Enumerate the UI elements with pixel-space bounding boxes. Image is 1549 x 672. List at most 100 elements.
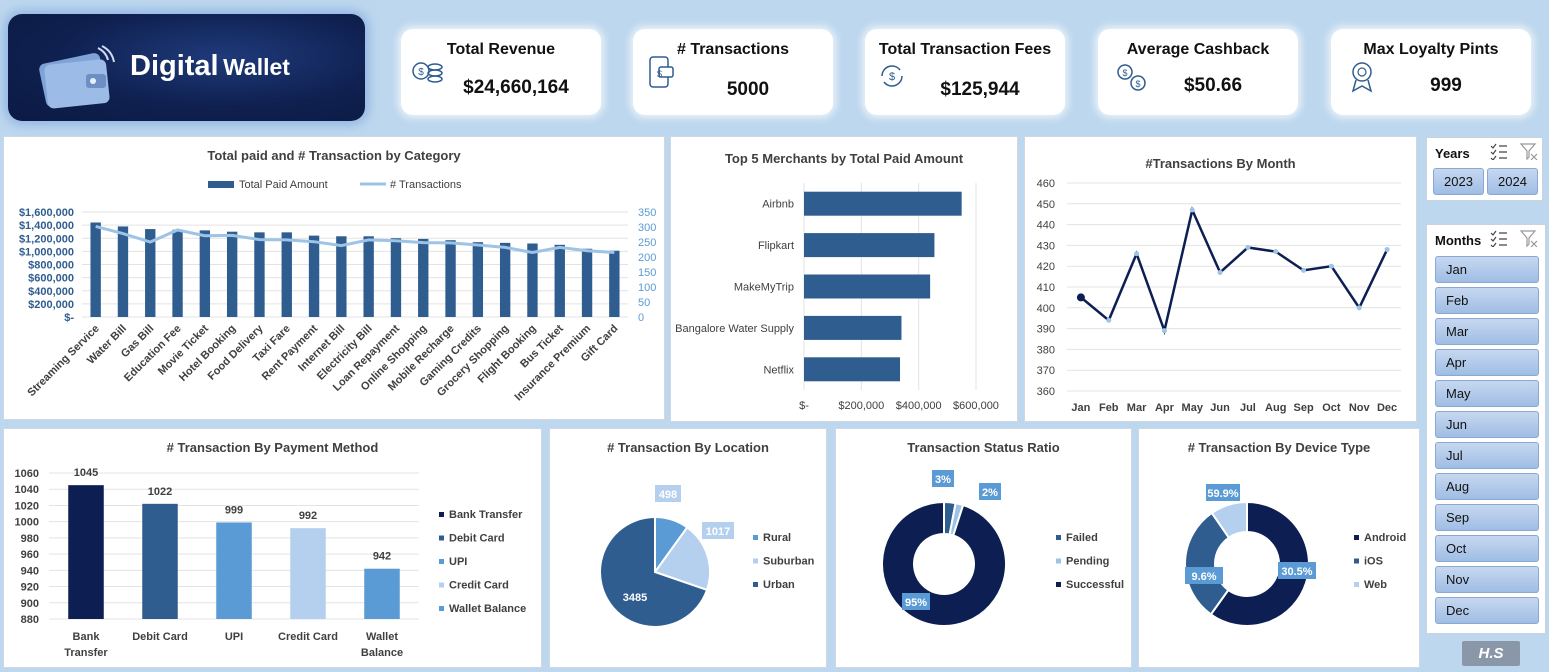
y-tick-label: $400,000 [28,286,74,298]
dashboard-title-card: Digital Wallet [8,14,365,121]
slicer-month-nov[interactable]: Nov [1435,566,1539,593]
legend-label: # Transactions [390,179,462,191]
slicer-year-2023[interactable]: 2023 [1433,168,1484,195]
x-tick-label: Mar [1127,402,1147,414]
category-label: MakeMyTrip [734,282,794,294]
x-tick-label: Oct [1322,402,1341,414]
legend-label: Rural [763,532,791,544]
kpi-value: $125,944 [940,79,1020,100]
y-tick-label: 920 [21,582,39,594]
y-tick-label: $1,600,000 [19,207,74,219]
chart-title: # Transaction By Location [607,440,769,455]
panel-by-month: #Transactions By Month 360 370 380 390 400 41… [1024,136,1417,422]
slicer-month-aug[interactable]: Aug [1435,473,1539,500]
panel-category: Total paid and # Transaction by Category… [3,136,665,420]
bar [499,242,511,317]
x-tick-label: Wallet [366,631,398,643]
bar [804,191,962,216]
bar [609,250,620,317]
slicer-month-apr[interactable]: Apr [1435,349,1539,376]
slicer-year-2024[interactable]: 2024 [1487,168,1538,195]
slicer-month-may[interactable]: May [1435,380,1539,407]
data-label-box [619,588,651,605]
bar [199,230,211,317]
x-tick-label: Feb [1099,402,1119,414]
svg-text:$: $ [1135,79,1140,89]
legend-label: Successful [1066,579,1124,591]
category-label: Bangalore Water Supply [675,323,794,335]
y-tick-label: 980 [21,533,39,545]
legend-swatch [439,582,444,588]
kpi-average-cashback: Average Cashback $ $ $50.66 [1098,29,1298,115]
x-tick-label: Nov [1349,402,1371,414]
slicer-month-dec[interactable]: Dec [1435,597,1539,624]
slicer-month-jun[interactable]: Jun [1435,411,1539,438]
clear-filter-icon[interactable] [1519,142,1539,160]
chart-title: # Transaction By Device Type [1187,440,1371,455]
y-tick-label: 450 [1037,199,1055,211]
data-point [1301,267,1307,273]
slicer-month-oct[interactable]: Oct [1435,535,1539,562]
kpi-value: 999 [1430,75,1462,96]
slicer-title: Years [1435,146,1470,161]
data-label-box [1206,484,1240,501]
coins-icon: $ [412,62,443,83]
x-tick-label: Jun [1210,402,1230,414]
bar [226,231,238,317]
bar [90,222,101,317]
slicer-month-mar[interactable]: Mar [1435,318,1539,345]
data-label: 1017 [706,526,730,538]
legend-swatch [753,582,758,587]
x-tick-label: UPI [225,631,243,643]
x-tick-label: Transfer [64,647,108,659]
y-tick-label: 900 [21,598,39,610]
clear-filter-icon[interactable] [1519,229,1539,247]
monthly-line-chart: 360 370 380 390 400 410 420 430 440 450 460 Jan Feb M… [1037,178,1401,414]
chart-title: Transaction Status Ratio [907,440,1060,455]
legend-label: Suburban [763,556,815,568]
pie-slice [1210,500,1248,540]
y2-tick-label: 350 [638,207,656,219]
data-label: 942 [373,551,391,563]
legend-label: Urban [763,579,795,591]
data-point [1245,244,1251,250]
currency-exchange-icon: $ $ [1117,64,1146,91]
y-tick-label: 440 [1037,220,1055,232]
author-tag: H.S [1462,641,1520,666]
legend-label: Credit Card [449,580,509,592]
data-label-box [702,522,734,539]
multi-select-icon[interactable] [1489,229,1509,247]
panel-location: # Transaction By Location 498 1017 3485 Rur… [549,428,827,668]
y-tick-label: 410 [1037,282,1055,294]
y-tick-label: 1020 [15,500,39,512]
y-tick-label: 460 [1037,178,1055,190]
kpi-label: Total Transaction Fees [878,41,1052,58]
dollar-cycle-icon: $ [881,65,903,87]
slicer-years: Years 2023 2024 [1426,137,1543,201]
slicer-month-sep[interactable]: Sep [1435,504,1539,531]
bar [216,522,252,619]
data-label: 95% [905,597,927,609]
data-label: 1045 [74,467,98,479]
bar [554,244,565,317]
top-merchants-chart: $- $200,000 $400,000 $600,000 Airbnb Flipkart… [675,183,999,412]
bar [363,236,374,317]
y-tick-label: 390 [1037,324,1055,336]
title-sub: Wallet [223,54,290,80]
slicer-month-jan[interactable]: Jan [1435,256,1539,283]
multi-select-icon[interactable] [1489,142,1509,160]
legend-label: Total Paid Amount [239,179,328,191]
y2-tick-label: 100 [638,282,656,294]
x-tick-label: May [1182,402,1204,414]
svg-text:$: $ [1122,68,1127,78]
svg-text:$: $ [418,67,424,78]
y-tick-label: 1060 [15,468,39,480]
slicer-month-jul[interactable]: Jul [1435,442,1539,469]
kpi-value: 5000 [726,79,770,100]
mobile-payment-icon: $ [649,56,674,88]
slicer-month-feb[interactable]: Feb [1435,287,1539,314]
y-tick-label: 880 [21,614,39,626]
data-label-box [932,470,954,487]
series-line [95,224,615,255]
y-tick-label: 960 [21,549,39,561]
